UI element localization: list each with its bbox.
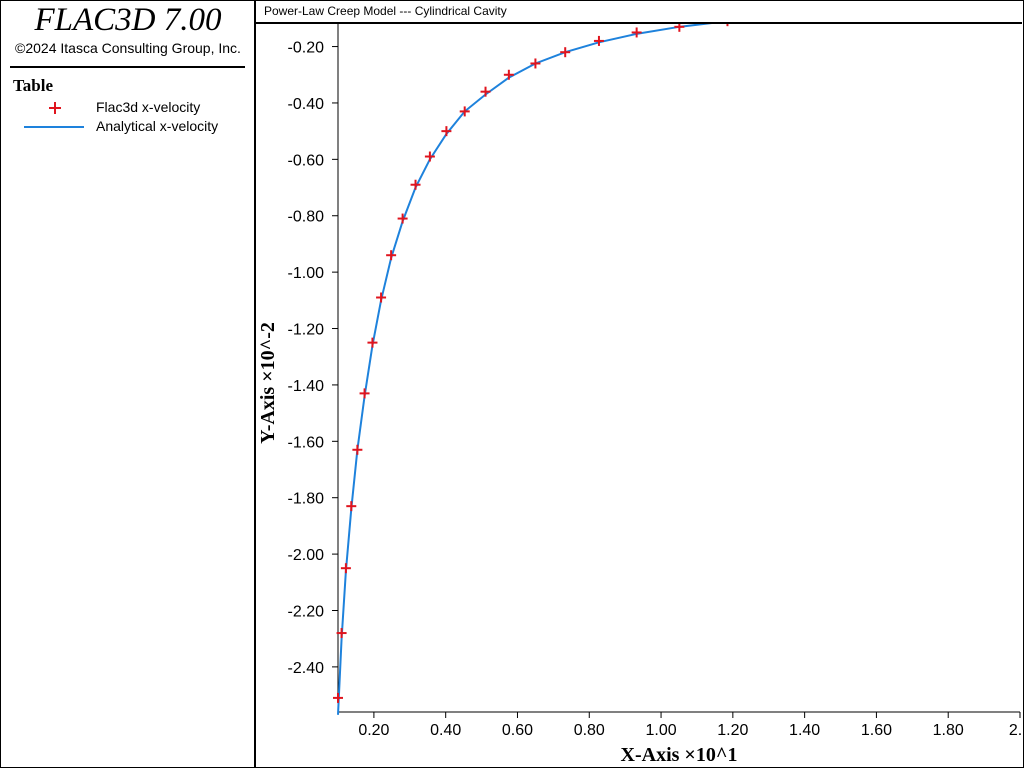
data-point [376,292,387,303]
x-tick-label: 1.60 [861,722,892,739]
x-tick-label: 1.00 [645,722,676,739]
x-tick-label: 1.20 [717,722,748,739]
plus-marker-icon [49,102,61,114]
data-point [333,692,343,703]
data-point [631,27,642,38]
data-point [359,388,370,399]
analytical-line [337,24,712,715]
plot-title: Power-Law Creep Model --- Cylindrical Ca… [264,4,507,18]
y-ticks: -0.20 -0.40 -0.60 -0.80 -1.00 -1.20 -1.40 -1.60… [288,40,338,677]
copyright-text: ©2024 Itasca Consulting Group, Inc. [15,40,241,56]
data-point [480,86,491,97]
y-tick-label: -2.00 [288,547,325,564]
y-tick-label: -1.80 [288,491,325,508]
data-point [397,213,408,224]
plot-title-bar: Power-Law Creep Model --- Cylindrical Ca… [256,0,1022,24]
y-axis-title: Y-Axis ×10^-2 [257,322,279,444]
data-point [530,58,541,69]
y-tick-label: -1.20 [288,322,325,339]
x-tick-label: 2.0 [1009,722,1022,739]
x-axis-title: X-Axis ×10^1 [621,744,738,766]
x-tick-label: 0.80 [574,722,605,739]
y-tick-label: -1.40 [288,378,325,395]
legend-panel: FLAC3D 7.00 ©2024 Itasca Consulting Grou… [0,0,256,768]
data-point [726,24,729,27]
y-tick-label: -2.20 [288,603,325,620]
x-ticks: 0.20 0.40 0.60 0.80 1.00 1.20 1.40 1.60 1.80 2.0 [358,712,1022,739]
data-point [346,501,357,512]
y-tick-label: -0.40 [288,96,325,113]
data-point [503,69,514,80]
data-point [459,106,470,117]
x-tick-label: 1.80 [933,722,964,739]
y-tick-label: -0.60 [288,152,325,169]
data-point [674,24,685,32]
legend-item-flac3d: Flac3d x-velocity [96,99,201,115]
data-point [410,179,421,190]
data-point [424,151,435,162]
legend-divider [10,66,245,68]
data-point [352,444,363,455]
line-marker-icon [24,126,84,128]
series-flac3d [333,24,729,703]
data-point [367,337,378,348]
data-point [386,250,397,261]
y-tick-label: -2.40 [288,660,325,677]
x-tick-label: 0.60 [502,722,533,739]
legend-item-analytical: Analytical x-velocity [96,118,219,134]
axes [337,24,1020,713]
y-tick-label: -0.80 [288,209,325,226]
legend-heading: Table [13,76,54,95]
data-point [593,35,604,46]
app-title: FLAC3D 7.00 [34,2,222,38]
x-tick-label: 0.40 [430,722,461,739]
series-analytical [337,24,712,715]
data-point [340,563,351,574]
x-tick-label: 0.20 [358,722,389,739]
data-point [560,47,571,58]
data-point [336,628,347,639]
x-tick-label: 1.40 [789,722,820,739]
y-tick-label: -0.20 [288,40,325,57]
y-tick-label: -1.00 [288,265,325,282]
chart-area: 0.200.400.600.801.001.201.401.601.802.0 … [257,24,1022,766]
y-tick-label: -1.60 [288,434,325,451]
data-point [441,126,452,137]
